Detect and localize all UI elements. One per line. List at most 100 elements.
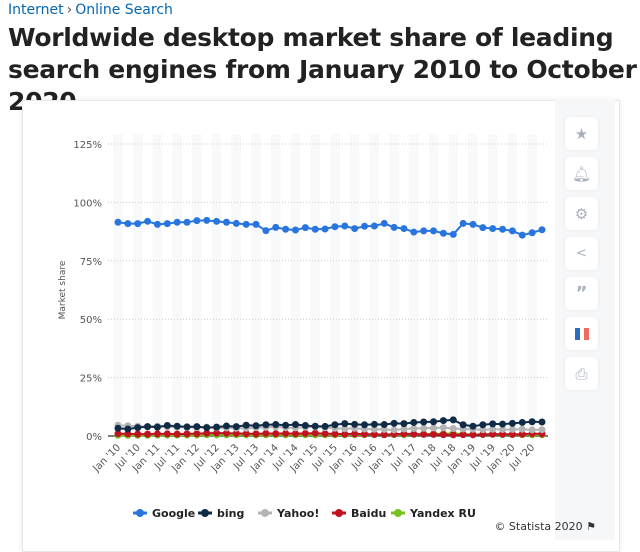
data-point[interactable] <box>370 430 378 438</box>
data-point[interactable] <box>439 424 447 432</box>
data-point[interactable] <box>252 422 260 430</box>
share-button[interactable]: < <box>565 237 598 270</box>
data-point[interactable] <box>114 424 122 432</box>
data-point[interactable] <box>528 426 536 434</box>
data-point[interactable] <box>479 426 487 434</box>
legend-item[interactable]: Yahoo! <box>258 507 319 520</box>
data-point[interactable] <box>144 423 152 431</box>
data-point[interactable] <box>193 423 201 431</box>
data-point[interactable] <box>390 426 398 434</box>
data-point[interactable] <box>400 225 408 233</box>
data-point[interactable] <box>163 220 171 228</box>
data-point[interactable] <box>400 425 408 433</box>
data-point[interactable] <box>134 430 142 438</box>
legend-item[interactable]: Google <box>133 507 195 520</box>
notify-button[interactable]: 🔔︎ <box>565 157 598 190</box>
data-point[interactable] <box>242 220 250 228</box>
data-point[interactable] <box>361 430 369 438</box>
data-point[interactable] <box>272 223 280 231</box>
data-point[interactable] <box>321 225 329 233</box>
data-point[interactable] <box>499 225 507 233</box>
data-point[interactable] <box>153 430 161 438</box>
data-point[interactable] <box>420 227 428 235</box>
data-point[interactable] <box>232 429 240 437</box>
data-point[interactable] <box>341 425 349 433</box>
data-point[interactable] <box>242 430 250 438</box>
data-point[interactable] <box>361 421 369 429</box>
data-point[interactable] <box>469 422 477 430</box>
data-point[interactable] <box>203 424 211 432</box>
data-point[interactable] <box>213 217 221 225</box>
cite-button[interactable]: ” <box>565 277 598 310</box>
data-point[interactable] <box>508 430 516 438</box>
data-point[interactable] <box>518 430 526 438</box>
data-point[interactable] <box>380 219 388 227</box>
data-point[interactable] <box>439 417 447 425</box>
data-point[interactable] <box>410 418 418 426</box>
data-point[interactable] <box>124 220 132 228</box>
data-point[interactable] <box>144 430 152 438</box>
data-point[interactable] <box>341 222 349 230</box>
favorite-button[interactable]: ★ <box>565 117 598 150</box>
data-point[interactable] <box>272 421 280 429</box>
data-point[interactable] <box>341 420 349 428</box>
data-point[interactable] <box>380 425 388 433</box>
settings-button[interactable]: ⚙ <box>565 197 598 230</box>
data-point[interactable] <box>439 229 447 237</box>
data-point[interactable] <box>331 223 339 231</box>
data-point[interactable] <box>499 425 507 433</box>
breadcrumb-online-search[interactable]: Online Search <box>75 2 173 18</box>
data-point[interactable] <box>213 423 221 431</box>
data-point[interactable] <box>232 219 240 227</box>
data-point[interactable] <box>183 430 191 438</box>
data-point[interactable] <box>321 422 329 430</box>
data-point[interactable] <box>528 418 536 426</box>
data-point[interactable] <box>351 420 359 428</box>
data-point[interactable] <box>370 222 378 230</box>
data-point[interactable] <box>518 425 526 433</box>
data-point[interactable] <box>124 430 132 438</box>
data-point[interactable] <box>430 418 438 426</box>
data-point[interactable] <box>301 224 309 232</box>
data-point[interactable] <box>153 220 161 228</box>
breadcrumb-internet[interactable]: Internet <box>8 2 64 18</box>
data-point[interactable] <box>193 217 201 225</box>
data-point[interactable] <box>153 423 161 431</box>
data-point[interactable] <box>282 429 290 437</box>
data-point[interactable] <box>538 226 546 234</box>
data-point[interactable] <box>124 425 132 433</box>
data-point[interactable] <box>163 421 171 429</box>
data-point[interactable] <box>222 218 230 226</box>
data-point[interactable] <box>528 229 536 237</box>
data-point[interactable] <box>370 420 378 428</box>
data-point[interactable] <box>430 227 438 235</box>
data-point[interactable] <box>538 418 546 426</box>
data-point[interactable] <box>114 218 122 226</box>
data-point[interactable] <box>430 424 438 432</box>
data-point[interactable] <box>341 430 349 438</box>
data-point[interactable] <box>272 430 280 438</box>
data-point[interactable] <box>262 429 270 437</box>
data-point[interactable] <box>144 217 152 225</box>
language-button[interactable] <box>565 317 598 350</box>
data-point[interactable] <box>390 223 398 231</box>
data-point[interactable] <box>222 422 230 430</box>
legend-item[interactable]: Yandex RU <box>391 507 476 520</box>
data-point[interactable] <box>222 429 230 437</box>
print-button[interactable]: ⎙ <box>565 357 598 390</box>
data-point[interactable] <box>410 425 418 433</box>
data-point[interactable] <box>518 418 526 426</box>
data-point[interactable] <box>489 225 497 233</box>
data-point[interactable] <box>183 218 191 226</box>
data-point[interactable] <box>203 216 211 224</box>
data-point[interactable] <box>311 429 319 437</box>
data-point[interactable] <box>469 220 477 228</box>
data-point[interactable] <box>282 421 290 429</box>
data-point[interactable] <box>489 425 497 433</box>
legend-item[interactable]: bing <box>198 507 244 520</box>
data-point[interactable] <box>518 231 526 239</box>
data-point[interactable] <box>508 227 516 235</box>
data-point[interactable] <box>262 421 270 429</box>
data-point[interactable] <box>420 430 428 438</box>
data-point[interactable] <box>301 429 309 437</box>
